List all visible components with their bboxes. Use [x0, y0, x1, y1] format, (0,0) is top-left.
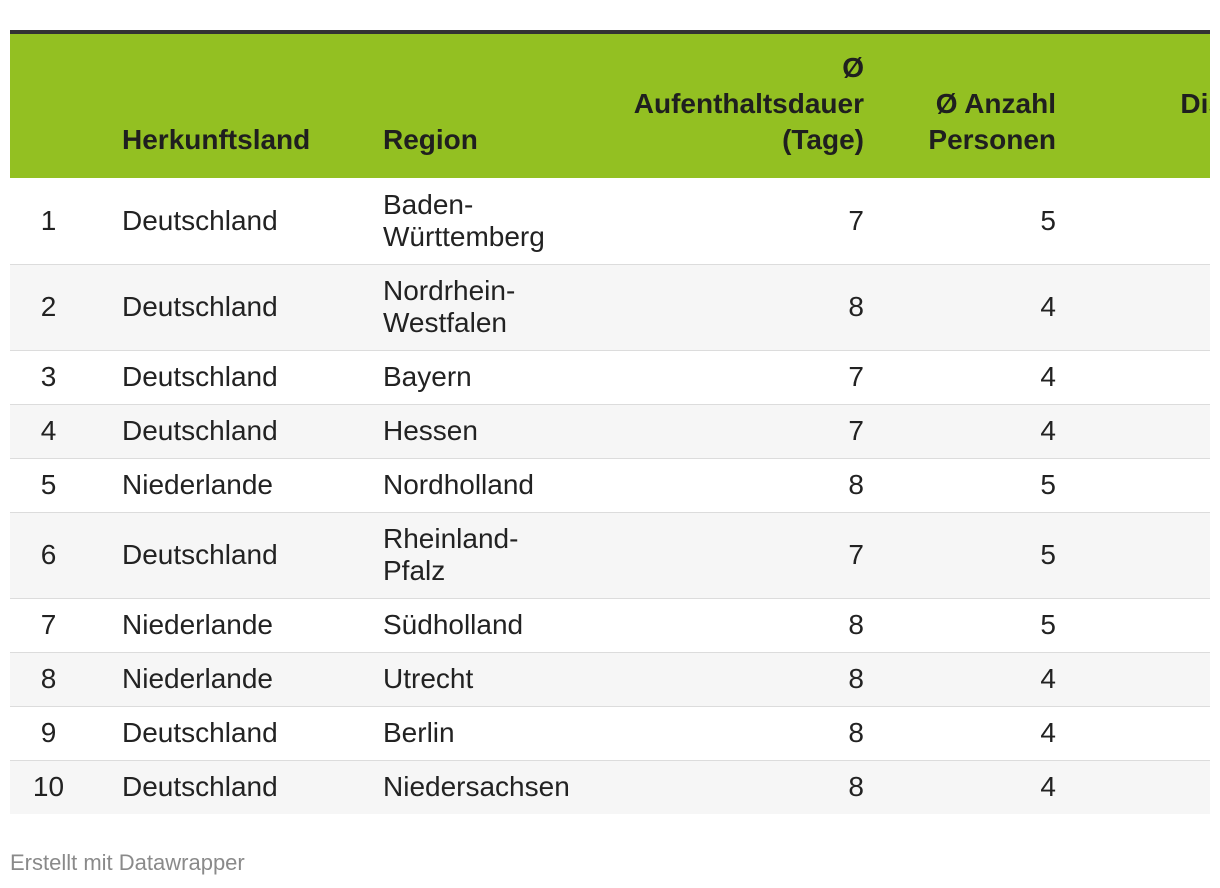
cell-rank: 6 — [10, 511, 80, 598]
cell-region: Niedersachsen — [330, 759, 570, 814]
table-row: 8 Niederlande Utrecht 8 4 65 — [10, 651, 1210, 706]
table-header-row: Herkunftsland Region Ø Aufenthaltsdauer … — [10, 34, 1210, 178]
cell-country: Niederlande — [80, 651, 330, 706]
cell-stay-duration: 8 — [550, 263, 872, 350]
table-row: 5 Niederlande Nordholland 8 5 69 — [10, 457, 1210, 512]
cell-country: Deutschland — [80, 263, 330, 350]
cell-persons: 4 — [872, 349, 1068, 404]
cell-stay-duration: 7 — [550, 403, 872, 458]
cell-persons: 4 — [872, 651, 1068, 706]
cell-rank: 10 — [10, 759, 80, 814]
header-country[interactable]: Herkunftsland — [122, 124, 311, 155]
cell-country: Deutschland — [80, 403, 330, 458]
cell-persons: 5 — [1040, 204, 1056, 236]
cell-country: Deutschland — [122, 204, 278, 236]
cell-region: Hessen — [330, 403, 550, 458]
cell-region: Rheinland- Pfalz — [330, 511, 550, 598]
table-row: 10 Deutschland Niedersachsen 8 4 66 — [10, 759, 1210, 814]
cell-persons: 4 — [872, 263, 1068, 350]
table-row: 7 Niederlande Südholland 8 5 65 — [10, 597, 1210, 652]
cell-country: Deutschland — [80, 511, 330, 598]
cell-persons: 5 — [872, 457, 1068, 512]
table-row: 9 Deutschland Berlin 8 4 73 — [10, 705, 1210, 760]
header-persons[interactable]: Ø Anzahl Personen — [928, 88, 1056, 155]
cell-stay-duration: 8 — [550, 457, 872, 512]
cell-rank: 7 — [10, 597, 80, 652]
header-stay-duration[interactable]: Ø Aufenthaltsdauer (Tage) — [633, 52, 864, 155]
cell-rank: 9 — [10, 705, 80, 760]
cell-rank: 5 — [10, 457, 80, 512]
table-row: 3 Deutschland Bayern 7 4 30 — [10, 349, 1210, 404]
cell-rank: 4 — [10, 403, 80, 458]
cell-distance: 36 — [1068, 511, 1210, 598]
header-rank[interactable] — [10, 34, 80, 178]
cell-rank: 1 — [40, 204, 57, 236]
cell-persons: 5 — [872, 597, 1068, 652]
cell-region: Nordholland — [330, 457, 550, 512]
cell-stay-duration: 8 — [550, 759, 872, 814]
cell-stay-duration: 8 — [550, 705, 872, 760]
cell-stay-duration: 7 — [550, 511, 872, 598]
cell-country: Deutschland — [80, 705, 330, 760]
data-table: Herkunftsland Region Ø Aufenthaltsdauer … — [10, 34, 1210, 814]
cell-distance: 21 — [1068, 178, 1210, 264]
cell-distance: 66 — [1068, 759, 1210, 814]
cell-distance: 53 — [1068, 263, 1210, 350]
table-row: 4 Deutschland Hessen 7 4 41 — [10, 403, 1210, 458]
cell-region: Bayern — [330, 349, 550, 404]
cell-distance: 30 — [1068, 349, 1210, 404]
cell-country: Niederlande — [80, 457, 330, 512]
cell-distance: 73 — [1068, 705, 1210, 760]
cell-persons: 4 — [872, 759, 1068, 814]
cell-region: Nordrhein- Westfalen — [330, 263, 550, 350]
datawrapper-credit[interactable]: Erstellt mit Datawrapper — [10, 850, 245, 875]
cell-rank: 3 — [10, 349, 80, 404]
cell-region: Berlin — [330, 705, 550, 760]
cell-distance: 69 — [1068, 457, 1210, 512]
cell-rank: 8 — [10, 651, 80, 706]
table-row: 6 Deutschland Rheinland- Pfalz 7 5 36 — [10, 511, 1210, 598]
cell-rank: 2 — [10, 263, 80, 350]
cell-country: Deutschland — [80, 349, 330, 404]
cell-stay-duration: 8 — [550, 597, 872, 652]
cell-stay-duration: 8 — [550, 651, 872, 706]
cell-persons: 4 — [872, 705, 1068, 760]
table-row: 2 Deutschland Nordrhein- Westfalen 8 4 5… — [10, 263, 1210, 350]
cell-region: Südholland — [330, 597, 550, 652]
cell-country: Niederlande — [80, 597, 330, 652]
cell-stay-duration: 7 — [550, 349, 872, 404]
cell-country: Deutschland — [80, 759, 330, 814]
cell-distance: 41 — [1068, 403, 1210, 458]
cell-stay-duration: 7 — [848, 204, 864, 236]
cell-persons: 5 — [872, 511, 1068, 598]
cell-distance: 65 — [1068, 651, 1210, 706]
cell-distance: 65 — [1068, 597, 1210, 652]
data-table-container: Herkunftsland Region Ø Aufenthaltsdauer … — [10, 30, 1210, 814]
cell-region: Utrecht — [330, 651, 550, 706]
header-distance[interactable]: Distanz (km) — [1180, 88, 1210, 119]
cell-persons: 4 — [872, 403, 1068, 458]
table-row: 1 Deutschland Baden- Württemberg 7 5 21 — [10, 178, 1210, 264]
header-region[interactable]: Region — [383, 124, 478, 155]
cell-region: Baden- Württemberg — [383, 188, 545, 252]
